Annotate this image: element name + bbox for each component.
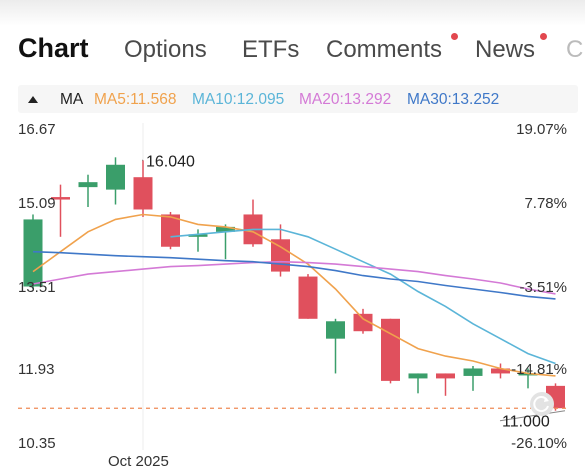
candle-body — [271, 239, 290, 272]
candle-body — [381, 318, 400, 381]
news-notification-dot — [540, 33, 547, 40]
tab-bar: Chart Options ETFs Comments News C — [0, 30, 585, 94]
ma-indicator-bar: MA MA5:11.568 MA10:12.095 MA20:13.292 MA… — [18, 85, 578, 113]
ma-label: MA — [60, 91, 84, 108]
price-axis-label: 16.67 — [18, 121, 56, 138]
percent-axis-label: 7.78% — [524, 195, 567, 212]
ma30-line — [32, 250, 556, 300]
refresh-icon[interactable] — [530, 392, 554, 416]
current-marker-leader — [499, 410, 566, 422]
candle-body — [23, 219, 43, 287]
comments-notification-dot — [451, 33, 458, 40]
candle-body — [188, 234, 208, 237]
percent-axis-label: 19.07% — [516, 121, 567, 138]
candle-body — [491, 368, 510, 374]
tab-etfs[interactable]: ETFs — [242, 36, 300, 63]
triangle-up-icon[interactable] — [24, 91, 42, 107]
candle-body — [216, 226, 235, 232]
candle-body — [78, 182, 98, 188]
percent-axis-label: -14.81% — [511, 361, 567, 378]
candle-body — [106, 164, 125, 190]
tab-options[interactable]: Options — [124, 36, 207, 63]
candle-body — [353, 313, 373, 332]
x-axis-date-label: Oct 2025 — [108, 453, 169, 470]
candle-body — [51, 197, 70, 200]
percent-axis-label: -26.10% — [511, 435, 567, 452]
top-fade — [0, 0, 585, 26]
percent-axis-label: -3.51% — [519, 279, 567, 296]
price-axis-label: 15.09 — [18, 195, 56, 212]
price-axis-label: 13.51 — [18, 279, 56, 296]
price-axis-label: 11.93 — [18, 361, 55, 378]
tab-chart[interactable]: Chart — [18, 33, 89, 63]
candle-body — [298, 276, 318, 319]
ma20-value: MA20:13.292 — [299, 91, 392, 108]
ma20-line — [32, 260, 556, 295]
candle-body — [133, 177, 153, 210]
candle-body — [518, 373, 538, 376]
ma10-value: MA10:12.095 — [192, 91, 285, 108]
ma5-line — [32, 213, 556, 377]
candle-body — [436, 373, 455, 379]
tab-news[interactable]: News — [475, 36, 536, 63]
high-price-label: 16.040 — [146, 153, 195, 170]
candle-body — [408, 373, 428, 379]
price-axis-label: 10.35 — [18, 435, 56, 452]
ma5-value: MA5:11.568 — [94, 91, 177, 108]
ma30-value: MA30:13.252 — [407, 91, 500, 108]
tab-partial[interactable]: C — [566, 36, 584, 63]
candle-body — [161, 214, 180, 247]
candle-body — [326, 321, 345, 339]
candle-body — [463, 368, 483, 376]
ma10-line — [170, 228, 556, 365]
current-price-label: 11.000 — [502, 414, 550, 431]
tab-comments[interactable]: Comments — [326, 36, 443, 63]
